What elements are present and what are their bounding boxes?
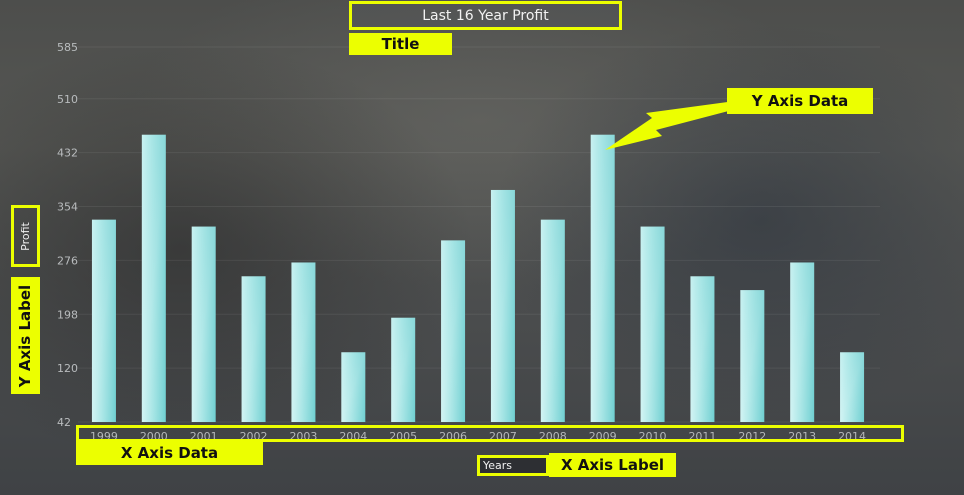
- y-tick-label: 120: [57, 362, 78, 375]
- bar-shine-2006: [441, 240, 466, 422]
- y-axis-ticks: 42 120 198 276 354 432 510 585: [57, 41, 78, 429]
- bars: [91, 134, 865, 422]
- y-axis-label-callout-text: Y Axis Label: [16, 284, 35, 387]
- bar-shine-2002: [241, 276, 266, 422]
- y-axis-label: Profit: [11, 205, 40, 267]
- x-axis-data-highlight: [76, 425, 904, 442]
- y-tick-label: 198: [57, 308, 78, 321]
- chart-title: Last 16 Year Profit: [349, 1, 622, 30]
- y-tick-label: 510: [57, 93, 78, 106]
- bar-shine-2001: [191, 226, 216, 422]
- bar-shine-2008: [540, 219, 565, 422]
- bar-shine-2009: [590, 134, 615, 422]
- x-axis-label: Years: [477, 455, 549, 476]
- y-tick-label: 42: [57, 416, 71, 429]
- y-tick-label: 276: [57, 254, 78, 267]
- title-callout: Title: [349, 33, 452, 55]
- y-tick-label: 585: [57, 41, 78, 54]
- bar-shine-2014: [840, 352, 865, 422]
- bar-shine-2000: [141, 134, 166, 422]
- bar-shine-2003: [291, 262, 316, 422]
- bar-shine-2011: [690, 276, 715, 422]
- bar-shine-2004: [341, 352, 366, 422]
- bar-shine-2007: [490, 189, 515, 422]
- y-axis-label-callout: Y Axis Label: [11, 277, 40, 394]
- bar-shine-2012: [740, 290, 765, 422]
- y-axis-label-text: Profit: [19, 221, 33, 251]
- bar-shine-2005: [391, 317, 416, 422]
- bar-shine-1999: [91, 219, 116, 422]
- bar-shine-2010: [640, 226, 665, 422]
- y-tick-label: 432: [57, 147, 78, 160]
- y-tick-label: 354: [57, 201, 78, 214]
- bar-shine-2013: [790, 262, 815, 422]
- x-axis-label-callout: X Axis Label: [549, 453, 676, 477]
- x-axis-data-callout: X Axis Data: [76, 441, 263, 465]
- y-axis-data-callout: Y Axis Data: [727, 88, 873, 114]
- callout-arrow: [605, 101, 740, 150]
